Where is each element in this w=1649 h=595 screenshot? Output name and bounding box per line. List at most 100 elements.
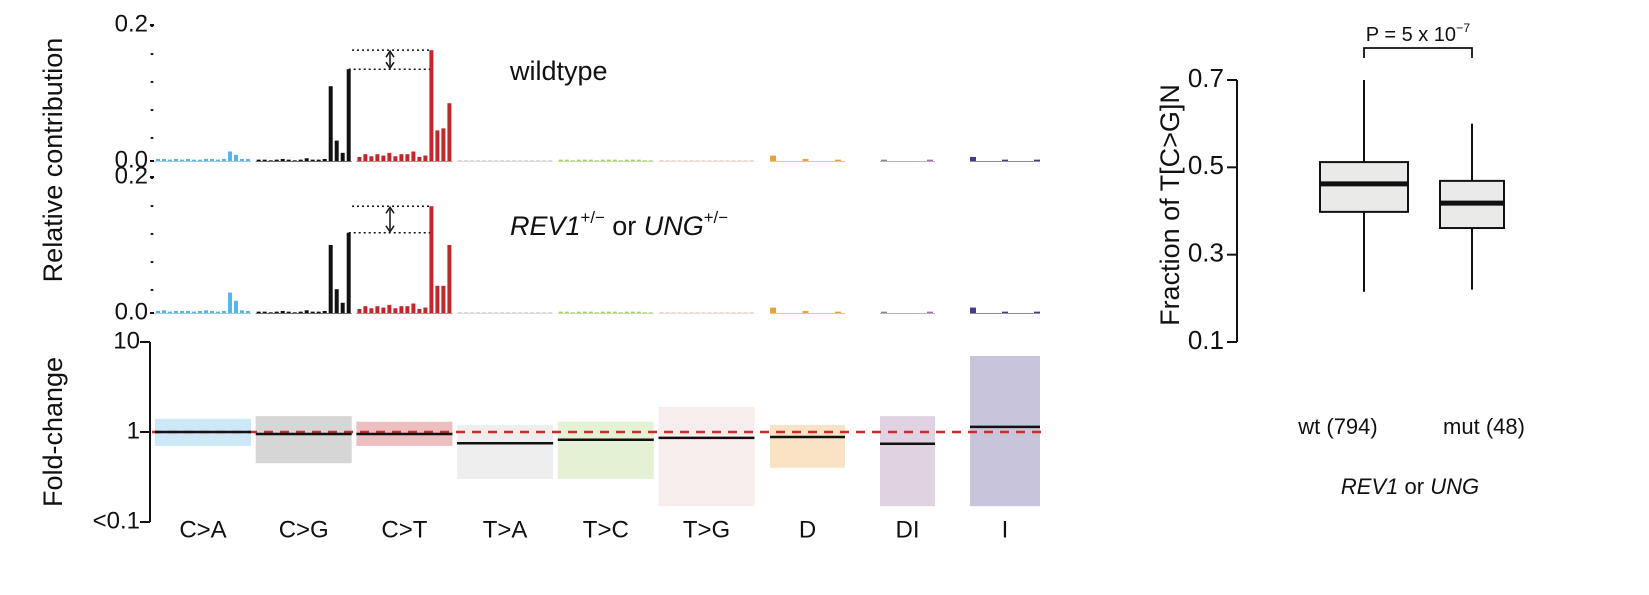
x-tick-label: T>C (583, 516, 629, 543)
x-tick-label: D (799, 516, 816, 543)
bar (970, 156, 976, 161)
bar (435, 285, 440, 313)
range-band (255, 416, 352, 464)
x-tick-label: C>A (179, 516, 226, 543)
bar (298, 159, 303, 161)
bar (328, 245, 333, 313)
bar (192, 311, 196, 313)
bar (494, 312, 499, 313)
bar (162, 310, 166, 313)
bar (749, 160, 754, 161)
bar (280, 158, 285, 161)
bar (536, 160, 541, 161)
bar (636, 159, 641, 161)
bar (262, 159, 267, 161)
bar (600, 159, 605, 161)
bar (648, 312, 653, 313)
y-tick-label: 0.3 (1188, 238, 1224, 268)
label-run: −7 (1456, 21, 1470, 35)
bar (470, 312, 475, 313)
label-run: UNG (1430, 474, 1479, 499)
label-run: wildtype (509, 56, 608, 86)
label-run: +/− (704, 208, 728, 227)
bar (659, 160, 664, 161)
bar (216, 311, 220, 313)
bar (369, 308, 374, 313)
bar (204, 158, 208, 161)
label-run: REV1 (510, 211, 581, 241)
bar (695, 312, 700, 313)
bar (630, 159, 635, 161)
bar (334, 140, 339, 161)
bar (835, 159, 841, 161)
bar (340, 152, 345, 161)
y-tick-label: 0.5 (1188, 150, 1224, 180)
bar (222, 310, 226, 313)
bar (677, 312, 682, 313)
bar (530, 160, 535, 161)
bar (713, 160, 718, 161)
label: wildtype (509, 56, 608, 86)
bar (612, 311, 617, 313)
bar (518, 160, 523, 161)
bar (835, 311, 841, 313)
bar (636, 311, 641, 313)
bar (802, 310, 809, 313)
bar (642, 312, 647, 313)
bar (375, 154, 380, 161)
bar (500, 312, 505, 313)
y-axis-title: Fold-change (38, 357, 68, 507)
bar (594, 160, 599, 161)
bar (624, 311, 629, 313)
bar (417, 308, 422, 313)
y-tick-label: <0.1 (93, 507, 140, 534)
bar (970, 307, 976, 313)
bar (268, 312, 273, 313)
bar (393, 308, 398, 313)
bar (749, 312, 754, 313)
bar (737, 312, 742, 313)
arrow-head (385, 205, 395, 234)
bar (558, 311, 563, 313)
bar (600, 311, 605, 313)
bar (246, 310, 250, 313)
bar (322, 310, 327, 313)
bar (594, 312, 599, 313)
bar (630, 311, 635, 313)
bar (204, 310, 208, 313)
bar (156, 310, 160, 313)
bar (536, 312, 541, 313)
bar (447, 245, 452, 313)
bar (174, 310, 178, 313)
y-tick-label: 0.2 (115, 10, 148, 37)
bar (512, 312, 517, 313)
bar (671, 312, 676, 313)
bar (429, 206, 434, 313)
bar (369, 156, 374, 161)
bar (186, 158, 190, 161)
bar (743, 160, 748, 161)
bar (168, 159, 172, 161)
bar (582, 311, 587, 313)
x-tick-label: wt (794) (1297, 414, 1377, 439)
bar (881, 159, 887, 161)
bar (927, 311, 933, 313)
y-tick-label: 0.2 (115, 162, 148, 189)
bar (228, 151, 232, 161)
bar (1034, 159, 1040, 161)
bar (548, 312, 553, 313)
bar (405, 306, 410, 313)
bar (228, 292, 232, 313)
bar (210, 310, 214, 313)
bar (542, 312, 547, 313)
bar (216, 159, 220, 161)
bar (470, 160, 475, 161)
bar (304, 310, 309, 313)
bar (1002, 311, 1008, 313)
bar (881, 311, 887, 313)
bar (198, 159, 202, 161)
bar (494, 160, 499, 161)
bar (606, 159, 611, 161)
bar (375, 306, 380, 313)
bar (482, 160, 487, 161)
